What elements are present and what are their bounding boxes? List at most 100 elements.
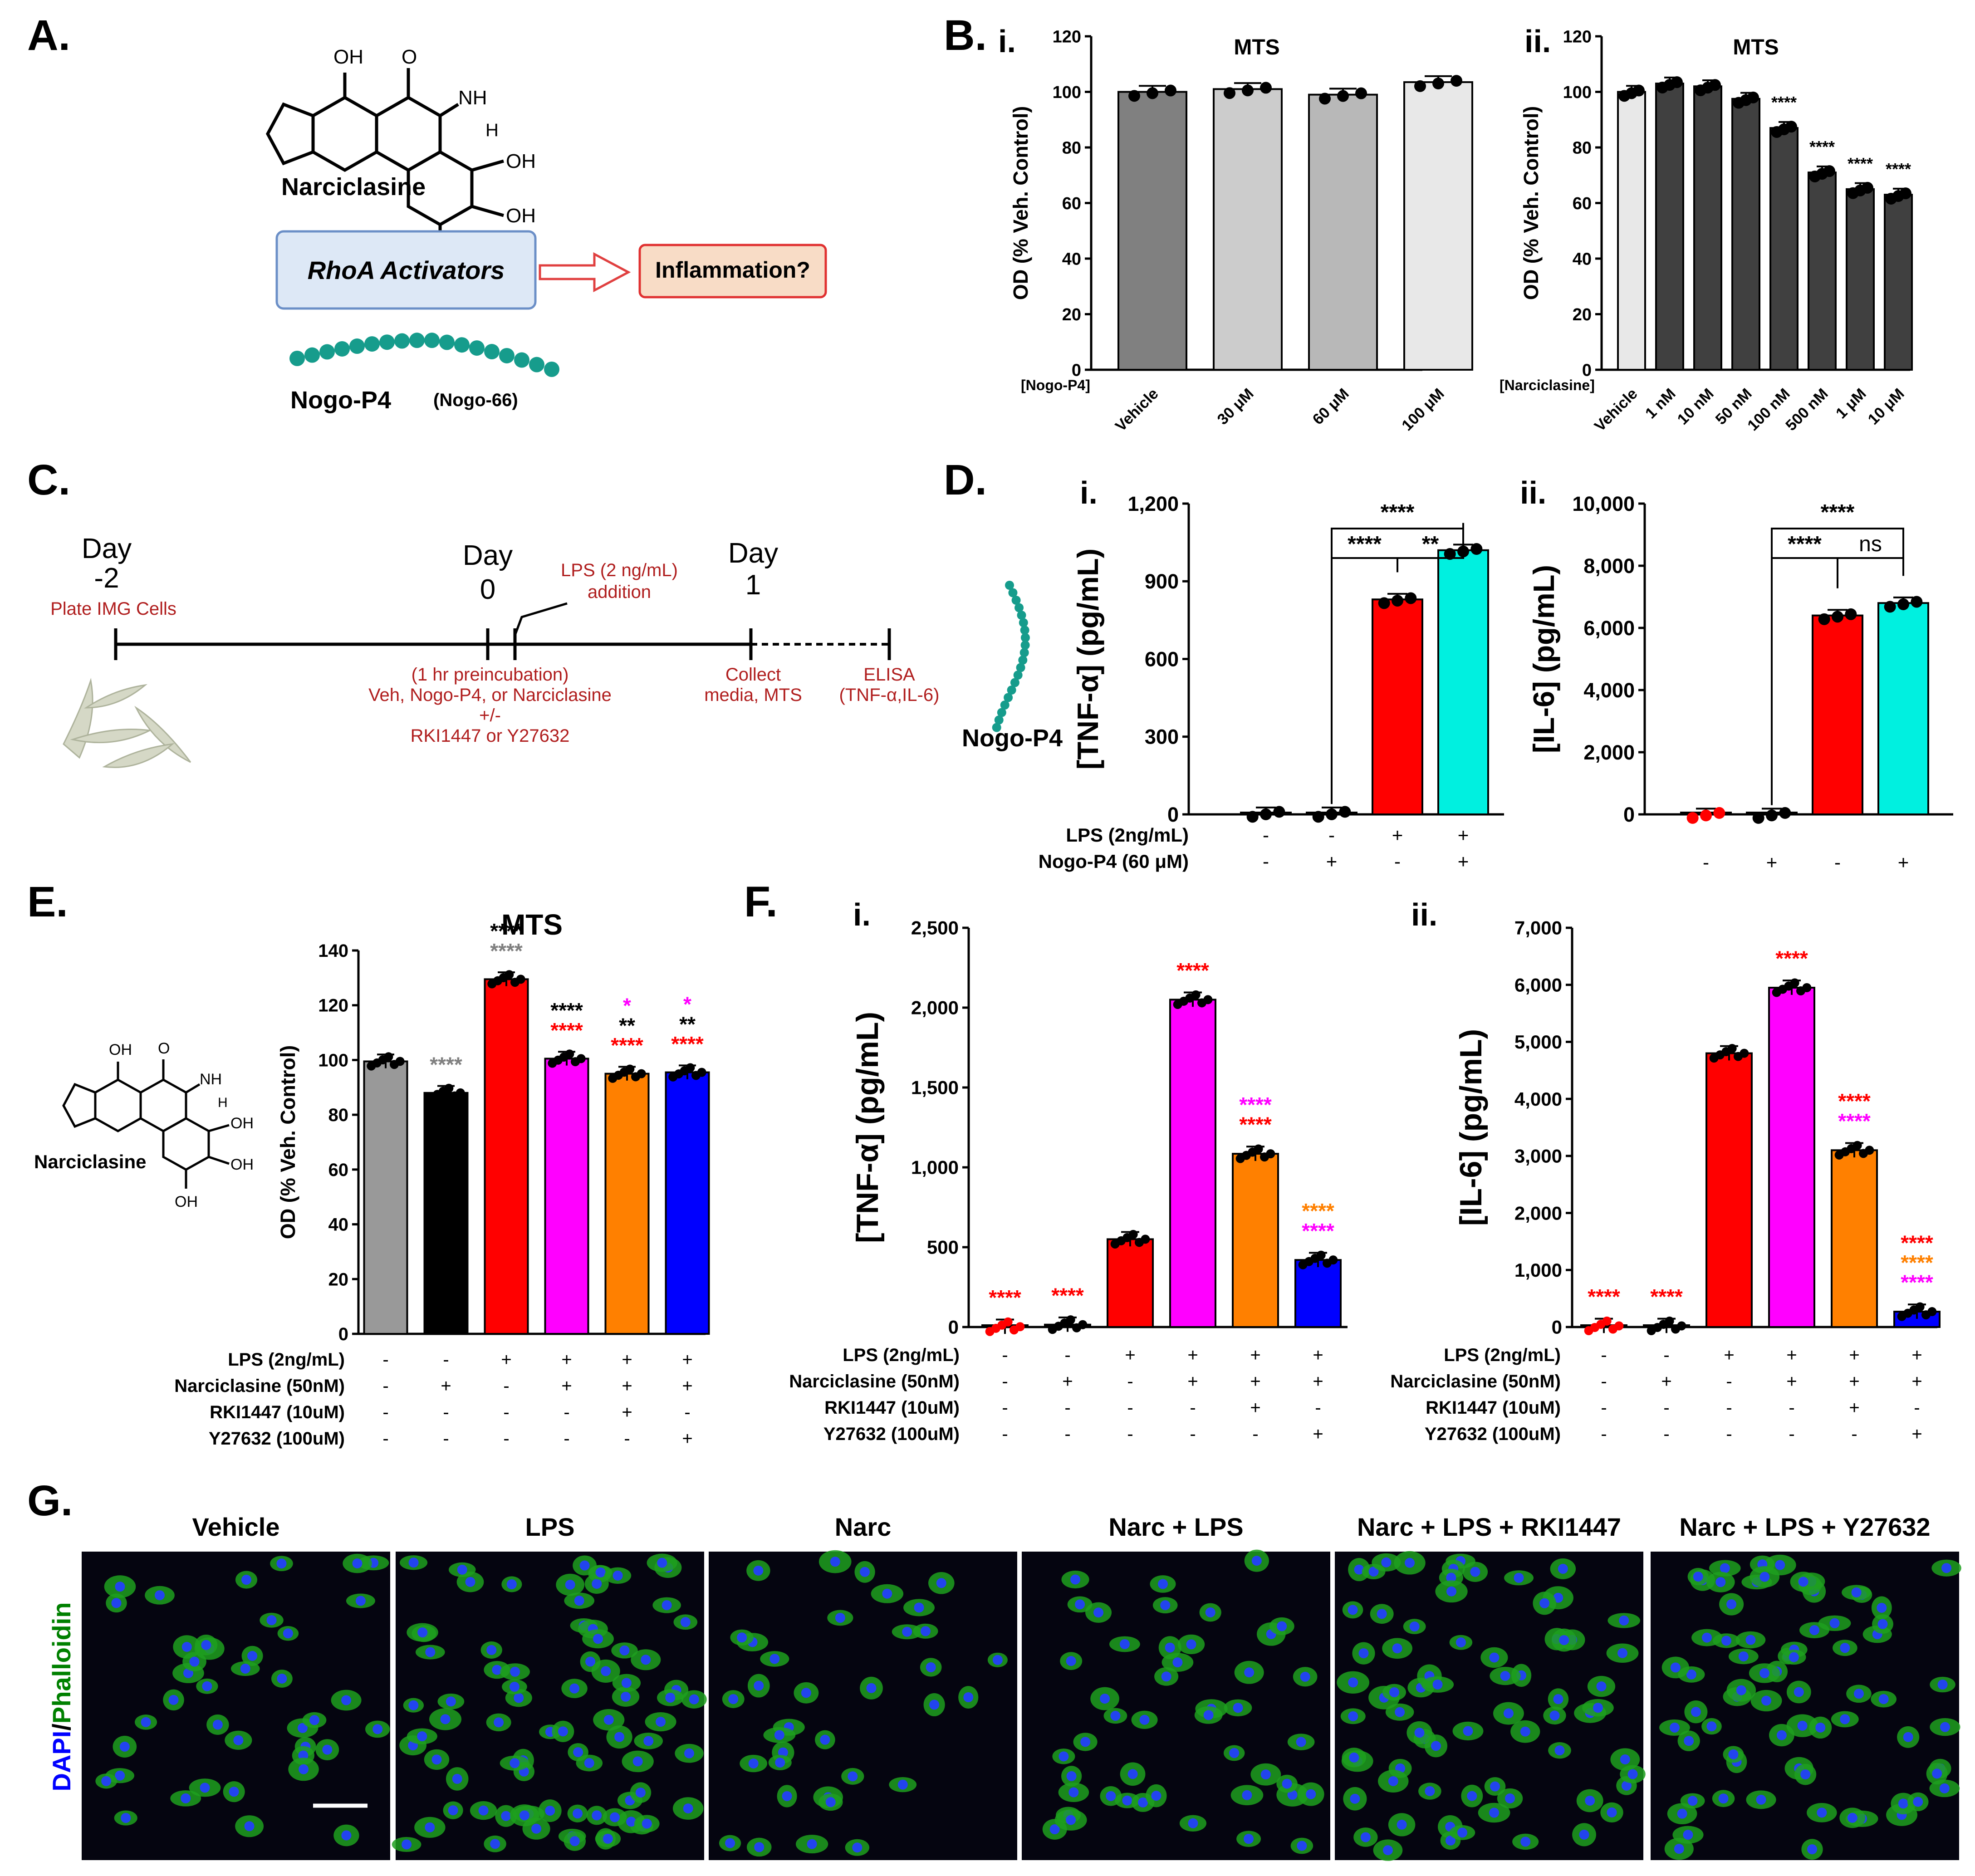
condition-sign: - [624,1429,630,1449]
dapi-nucleus [501,1811,511,1821]
bead-a-8 [409,333,425,348]
atom-e-h: H [218,1095,228,1110]
dapi-nucleus [1670,1662,1681,1673]
dapi-nucleus [592,1578,602,1589]
significance-label: **** [490,919,523,943]
category-label: 100 μM [1398,385,1447,434]
dapi-nucleus [1937,1680,1948,1690]
dapi-nucleus [510,1758,520,1768]
panel-letter-f: F. [744,878,778,926]
bead-d-4 [1017,611,1026,620]
condition-sign: - [443,1429,449,1449]
dapi-nucleus [1718,1793,1729,1804]
atom-oh-2: OH [506,150,536,172]
dapi-nucleus [1203,1710,1214,1720]
dapi-nucleus [1389,1687,1400,1698]
dapi-nucleus [111,1598,122,1608]
dapi-nucleus [1607,1807,1617,1817]
significance-bracket [1331,523,1464,804]
dapi-nucleus [593,1634,603,1644]
bar [1294,1259,1342,1328]
y-axis-label: [TNF-α] (pg/mL) [1071,549,1104,770]
data-point [1740,1048,1749,1058]
condition-sign: - [1601,1345,1607,1365]
data-point [1378,597,1390,609]
y-tick-label: 20 [1573,305,1592,324]
dapi-nucleus [1392,1643,1402,1654]
category-label: 100 nM [1744,385,1793,434]
y-tick-label: 40 [1062,250,1081,269]
condition-sign: - [443,1350,449,1370]
dapi-nucleus [1229,1748,1240,1758]
panel-a: OH O NH H OH OH OH Narciclasine RhoA Act… [266,46,827,414]
dapi-nucleus [531,1823,542,1834]
bead-a-7 [394,333,410,349]
micrograph-4: Narc + LPS + RKI1447 [1335,1513,1646,1861]
micrograph-row: Vehicle LPS Narc Narc + LPS Narc + LPS + RKI… [82,1513,1961,1861]
significance-label: **** [1771,93,1797,112]
dapi-nucleus [1520,1837,1531,1847]
dapi-nucleus [725,1838,735,1848]
y-tick-label: 100 [318,1050,348,1070]
dapi-nucleus [926,1662,936,1672]
condition-sign: + [1786,1371,1797,1391]
data-point [1355,87,1367,99]
dapi-nucleus [601,1666,611,1676]
dapi-nucleus [1358,1648,1369,1659]
bracket-label: **** [1788,532,1822,556]
micrograph-3: Narc + LPS [1022,1513,1330,1860]
dapi-nucleus [168,1695,179,1705]
bracket-label: ns [1859,532,1882,556]
dapi-nucleus [619,1645,630,1656]
data-point [1203,995,1213,1004]
dapi-nucleus [737,1632,747,1643]
dapi-nucleus [569,1836,580,1847]
panel-letter-e: E. [27,878,68,926]
dapi-nucleus [519,1810,529,1821]
dapi-nucleus [341,1830,352,1841]
dapi-nucleus [1066,1815,1076,1825]
data-point [1897,598,1909,610]
dapi-nucleus [1715,1577,1726,1587]
dapi-nucleus [1627,1769,1638,1779]
data-point [1915,1302,1925,1312]
y-tick-label: 100 [1053,83,1081,102]
dapi-nucleus [992,1655,1003,1665]
dapi-nucleus [1798,1577,1808,1587]
nogo66-label: (Nogo-66) [433,390,518,410]
condition-sign: - [1002,1398,1008,1418]
dapi-nucleus [656,1717,666,1727]
significance-label: **** [989,1286,1021,1309]
condition-sign: - [1394,851,1401,872]
condition-sign: + [1326,851,1338,872]
bar [1107,1238,1154,1328]
bead-a-13 [484,344,500,360]
bar [1884,194,1913,371]
dapi-nucleus [1736,1685,1746,1695]
y-tick-label: 0 [1623,803,1635,826]
dapi-nucleus [1348,1711,1358,1721]
bar [665,1071,710,1335]
condition-sign: - [1315,1398,1321,1418]
significance-label: **** [1848,154,1873,173]
dapi-nucleus [201,1640,211,1650]
data-point [456,1088,465,1097]
micrograph-title: Narc + LPS [1108,1513,1243,1541]
data-point [1254,1144,1263,1154]
data-point [1316,1250,1326,1260]
bar [1768,987,1815,1328]
data-point [1602,1316,1612,1326]
significance-label: **** [1838,1109,1871,1133]
dapi-nucleus [1829,1618,1840,1628]
y-axis-label: [IL-6] (pg/mL) [1527,565,1560,753]
dapi-nucleus [1738,1651,1749,1661]
chart-fi: 0 500 1,000 1,500 2,000 2,500 [TNF-α] (pg/mL) *… [789,917,1348,1444]
dapi-nucleus [1701,1632,1712,1643]
dapi-nucleus [1500,1671,1510,1681]
data-point [1451,75,1462,87]
dapi-nucleus [492,1665,502,1675]
day-0-label: Day [463,540,513,571]
atom-oh-3: OH [506,205,536,227]
dapi-nucleus [1940,1722,1950,1732]
